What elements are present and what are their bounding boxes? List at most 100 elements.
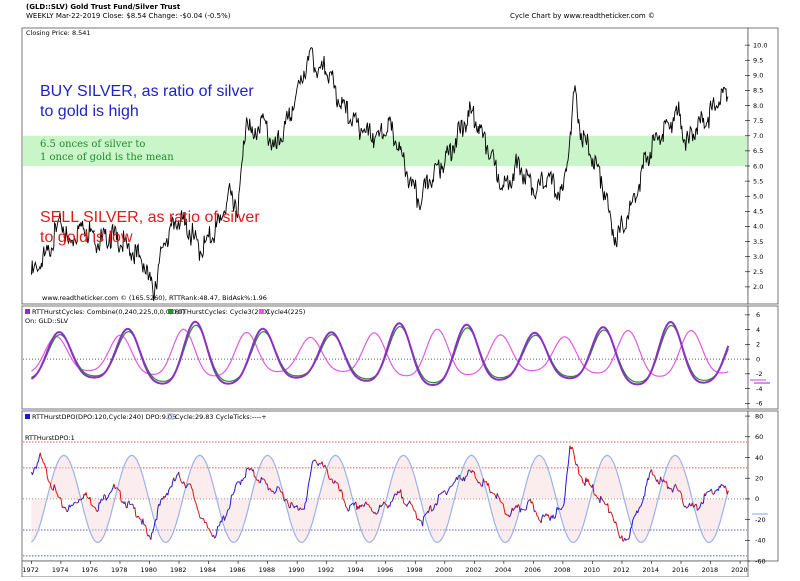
chart-subtitle: WEEKLY Mar-22-2019 Close: $8.54 Change: … xyxy=(26,12,231,20)
dpo-y-tick-label: 60 xyxy=(755,433,763,441)
dpo-segment xyxy=(386,504,387,505)
dpo-segment xyxy=(346,507,347,508)
dpo-segment xyxy=(644,496,645,497)
annotation-sell-line2: to gold is low xyxy=(40,229,133,246)
x-tick-label: 2004 xyxy=(495,566,512,574)
x-tick-label: 1988 xyxy=(259,566,276,574)
dpo-segment xyxy=(37,462,38,463)
dpo-segment xyxy=(424,516,425,517)
dpo-y-tick-label: 20 xyxy=(755,475,763,483)
dpo-y-tick-label: -20 xyxy=(755,516,766,524)
x-tick-label: 1992 xyxy=(318,566,335,574)
dpo-segment xyxy=(439,494,440,495)
x-tick-label: 2006 xyxy=(524,566,541,574)
dpo-segment xyxy=(87,497,88,498)
dpo-segment xyxy=(97,511,98,512)
price-panel: 10.09.59.08.58.07.57.06.56.05.55.04.54.0… xyxy=(22,28,778,304)
dpo-segment xyxy=(330,479,331,480)
annotation-buy-line1: BUY SILVER, as ratio of silver xyxy=(40,83,254,100)
dpo-segment xyxy=(368,505,369,506)
cycles-panel-label: On: GLD::SLV xyxy=(25,317,69,325)
dpo-segment xyxy=(706,492,707,493)
x-tick-label: 2008 xyxy=(554,566,571,574)
price-y-tick-label: 3.5 xyxy=(753,238,763,246)
dpo-segment xyxy=(491,492,492,493)
dpo-segment xyxy=(190,484,191,485)
x-tick-label: 1990 xyxy=(288,566,305,574)
x-tick-label: 1978 xyxy=(111,566,128,574)
dpo-segment xyxy=(79,499,80,500)
legend-combine: RTTHurstCycles: Combine(0,240,225,0,0,0,… xyxy=(32,308,185,316)
x-tick-label: 1974 xyxy=(52,566,69,574)
dpo-segment xyxy=(583,483,584,484)
dpo-segment xyxy=(278,487,279,488)
price-y-tick-label: 2.5 xyxy=(753,268,763,276)
x-tick-label: 1984 xyxy=(200,566,217,574)
cycles-panel: RTTHurstCycles: Combine(0,240,225,0,0,0,… xyxy=(22,306,778,409)
price-y-tick-label: 5.0 xyxy=(753,193,763,201)
dpo-segment xyxy=(117,488,118,489)
dpo-y-tick-label: 80 xyxy=(755,412,763,420)
dpo-segment xyxy=(382,505,383,506)
annotation-mean-line2: 1 once of gold is the mean xyxy=(40,152,174,163)
dpo-segment xyxy=(376,514,377,515)
dpo-segment xyxy=(528,500,529,501)
price-y-tick-label: 2.0 xyxy=(753,283,763,291)
x-tick-label: 1980 xyxy=(141,566,158,574)
dpo-segment xyxy=(525,510,526,511)
dpo-segment xyxy=(708,491,709,492)
legend-cycle4: Cycle4(225) xyxy=(266,308,305,316)
dpo-segment xyxy=(603,500,604,501)
price-y-tick-label: 9.0 xyxy=(753,72,763,80)
dpo-segment xyxy=(305,502,306,503)
price-panel-footer: www.readtheticker.com © (165.5260), RTTR… xyxy=(42,294,267,302)
dpo-segment xyxy=(493,493,494,494)
dpo-segment xyxy=(362,505,363,506)
dpo-segment xyxy=(713,494,714,495)
dpo-segment xyxy=(452,485,453,486)
price-y-tick-label: 10.0 xyxy=(753,41,767,49)
dpo-segment xyxy=(688,507,689,508)
dpo-segment xyxy=(219,526,220,527)
legend-swatch-combine xyxy=(25,309,30,314)
dpo-segment xyxy=(539,520,540,521)
dpo-segment xyxy=(395,494,396,495)
legend-dpo: RTTHurstDPO(DPO:120,Cycle:240) DPO:9.06 xyxy=(32,413,176,421)
x-tick-label: 2002 xyxy=(465,566,482,574)
x-tick-label: 2016 xyxy=(672,566,689,574)
annotation-mean-line1: 6.5 onces of silver to xyxy=(40,139,145,150)
x-tick-label: 2018 xyxy=(702,566,719,574)
dpo-segment xyxy=(336,483,337,484)
x-tick-label: 2012 xyxy=(613,566,630,574)
x-tick-label: 2020 xyxy=(731,566,748,574)
dpo-segment xyxy=(609,512,610,513)
price-y-tick-label: 8.5 xyxy=(753,87,763,95)
legend-cycle3: RTTHurstCycles: Cycle3(240) xyxy=(175,308,269,316)
x-tick-label: 1994 xyxy=(347,566,364,574)
dpo-segment xyxy=(475,478,476,479)
price-y-tick-label: 6.5 xyxy=(753,147,763,155)
price-y-tick-label: 4.0 xyxy=(753,223,763,231)
x-tick-label: 1986 xyxy=(229,566,246,574)
dpo-y-tick-label: -60 xyxy=(755,557,766,565)
annotation-buy-line2: to gold is high xyxy=(40,103,139,120)
dpo-segment xyxy=(500,502,501,503)
dpo-segment xyxy=(377,513,378,514)
x-tick-label: 1976 xyxy=(81,566,98,574)
dpo-y-tick-label: 0 xyxy=(755,495,759,503)
dpo-panel: RTTHurstDPO(DPO:120,Cycle:240) DPO:9.06 … xyxy=(22,411,778,565)
x-tick-label: 2010 xyxy=(583,566,600,574)
dpo-segment xyxy=(326,469,327,470)
dpo-y-tick-label: -40 xyxy=(755,537,766,545)
dpo-segment xyxy=(698,508,699,509)
dpo-segment xyxy=(426,513,427,514)
legend-swatch-cycle3 xyxy=(168,309,173,314)
cycles-y-tick-label: -2 xyxy=(756,370,762,378)
dpo-segment xyxy=(635,515,636,516)
dpo-segment xyxy=(110,492,111,493)
cycles-y-tick-label: -6 xyxy=(756,400,762,408)
x-tick-label: 2014 xyxy=(643,566,660,574)
